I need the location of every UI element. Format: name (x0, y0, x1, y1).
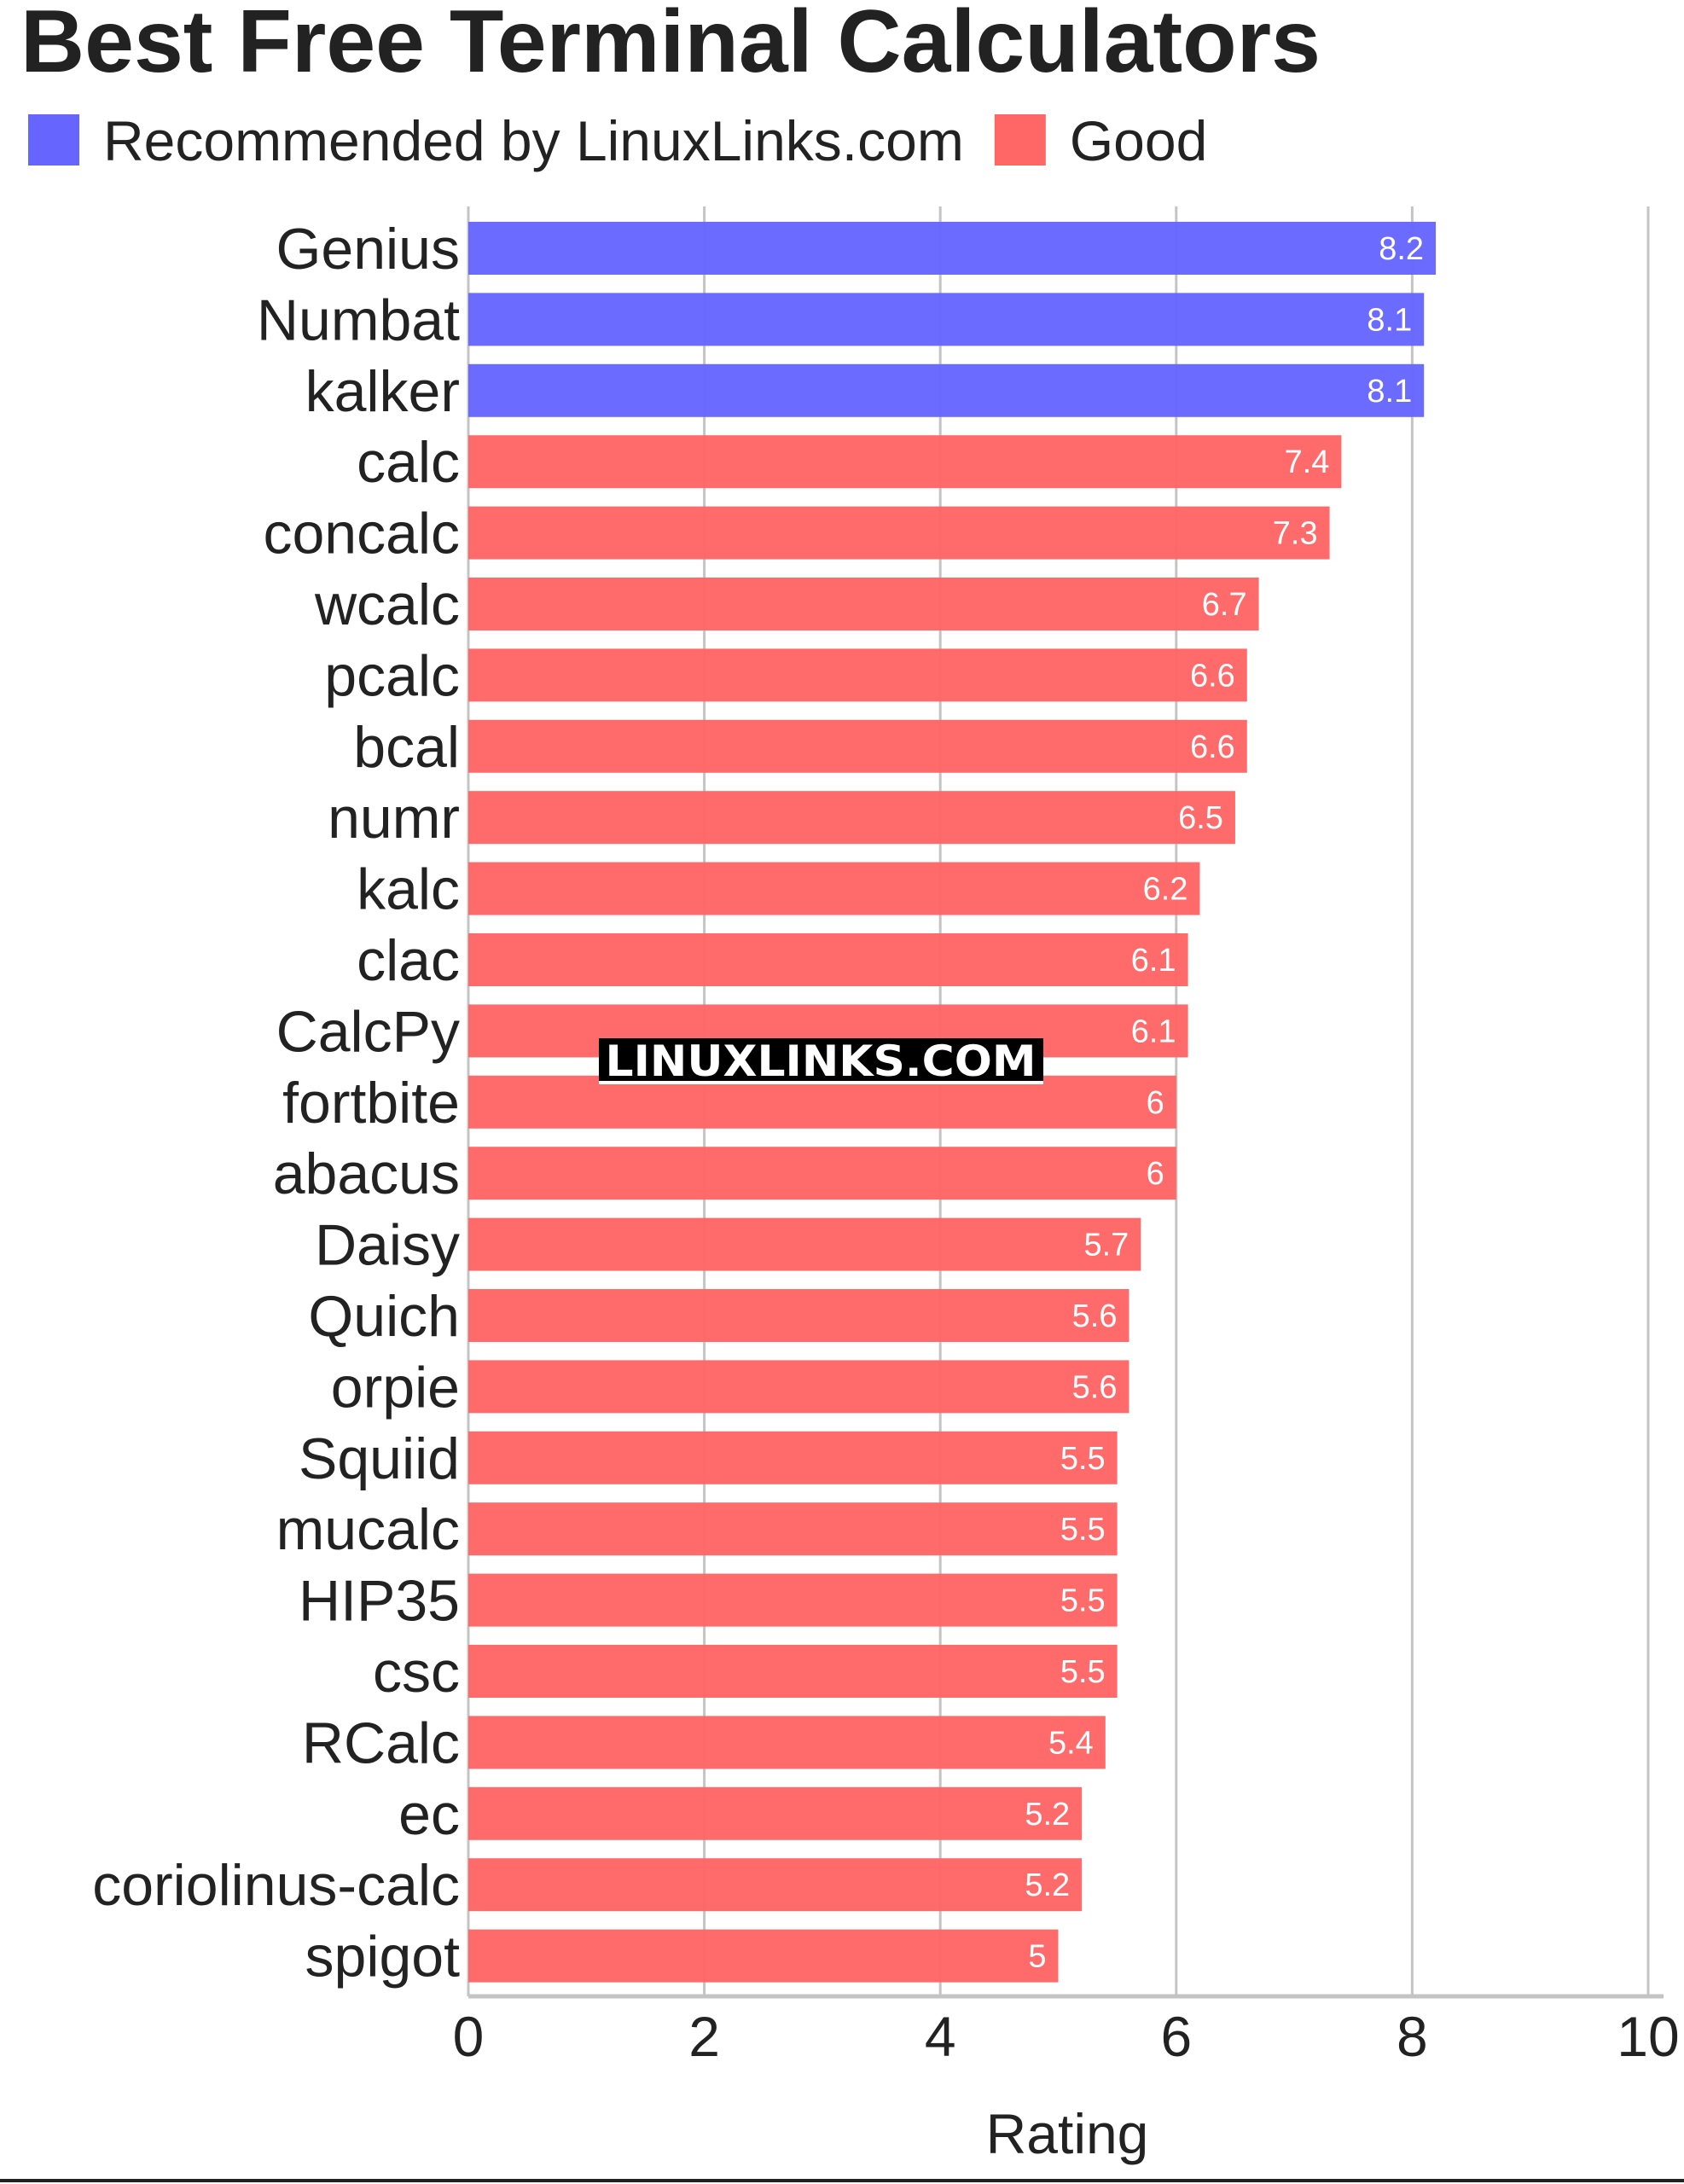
data-label: 5.7 (1083, 1228, 1129, 1263)
category-label: kalc (357, 857, 460, 922)
bar (468, 1858, 1083, 1912)
bar (468, 222, 1437, 275)
bar (468, 578, 1259, 630)
x-tick-label: 10 (1617, 2005, 1679, 2068)
category-label: CalcPy (276, 999, 460, 1064)
data-label: 6.1 (1131, 1014, 1176, 1049)
watermark-underline (599, 1081, 1043, 1084)
data-label: 6.7 (1202, 587, 1247, 623)
bar (468, 1645, 1118, 1698)
data-label: 5.6 (1072, 1369, 1118, 1405)
data-label: 6.2 (1143, 872, 1188, 908)
category-label: RCalc (302, 1711, 460, 1775)
bar (468, 293, 1425, 346)
legend: Recommended by LinuxLinks.com Good (28, 109, 1207, 172)
data-label: 5.5 (1060, 1512, 1106, 1548)
bar (468, 648, 1247, 702)
category-label: concalc (263, 502, 460, 566)
category-label: Quich (308, 1284, 460, 1349)
category-label: kalker (305, 359, 460, 424)
x-tick-label: 0 (453, 2005, 485, 2068)
data-label: 8.2 (1379, 231, 1424, 267)
data-label: 6.1 (1131, 943, 1176, 979)
bar (468, 1075, 1176, 1129)
category-label: coriolinus-calc (92, 1853, 460, 1918)
bar (468, 1502, 1118, 1556)
category-label: ec (398, 1782, 460, 1847)
bar (468, 933, 1188, 986)
bar (468, 791, 1235, 845)
watermark-background (599, 1038, 1043, 1081)
category-label: Genius (276, 217, 460, 282)
bar (468, 435, 1342, 489)
category-label: fortbite (282, 1071, 460, 1136)
data-label: 6.6 (1190, 658, 1235, 694)
category-label: HIP35 (299, 1569, 460, 1634)
data-label: 7.3 (1273, 516, 1318, 552)
category-label: Squiid (299, 1426, 460, 1491)
category-label: mucalc (276, 1497, 460, 1562)
category-label: clac (357, 928, 460, 993)
data-label: 5.5 (1060, 1441, 1106, 1477)
bar (468, 719, 1247, 773)
data-label: 7.4 (1285, 444, 1330, 480)
legend-label: Recommended by LinuxLinks.com (103, 109, 964, 172)
gridlines (467, 206, 1664, 1999)
data-label: 5.4 (1048, 1725, 1094, 1761)
category-label: calc (357, 430, 460, 495)
bar (468, 1786, 1083, 1840)
watermark: LINUXLINKS.COM (599, 1037, 1043, 1086)
x-tick-label: 2 (688, 2005, 720, 2068)
x-axis-title: Rating (986, 2102, 1149, 2165)
bar (468, 862, 1200, 915)
category-label: Numbat (257, 288, 460, 352)
category-label: numr (328, 786, 460, 851)
legend-label: Good (1070, 109, 1207, 172)
watermark-text: LINUXLINKS.COM (606, 1037, 1037, 1086)
data-label: 6.6 (1190, 729, 1235, 765)
data-label: 6 (1147, 1156, 1164, 1192)
bar (468, 1929, 1059, 1983)
bar (468, 1360, 1129, 1414)
chart-title: Best Free Terminal Calculators (20, 0, 1321, 91)
x-tick-labels: 0 2 4 6 8 10 (453, 2005, 1680, 2068)
bar (468, 1217, 1141, 1271)
category-label: bcal (353, 715, 460, 780)
category-label: abacus (273, 1141, 460, 1206)
category-label: wcalc (314, 572, 460, 637)
data-label: 5.2 (1025, 1797, 1070, 1833)
data-label: 6.5 (1178, 800, 1223, 836)
data-label: 8.1 (1367, 374, 1412, 410)
bar (468, 1573, 1118, 1627)
data-label: 5.2 (1025, 1867, 1070, 1903)
bars: 8.2 8.1 8.1 7.4 7.3 6.7 6.6 6.6 6.5 6.2 6.1 6.1 6 6 5.… (468, 222, 1437, 1983)
category-label: Daisy (315, 1213, 460, 1278)
data-label: 5.5 (1060, 1583, 1106, 1619)
bar (468, 363, 1425, 417)
bar (468, 1716, 1106, 1769)
bar (468, 506, 1330, 560)
bar (468, 1289, 1129, 1342)
data-label: 5.5 (1060, 1654, 1106, 1690)
data-label: 6 (1147, 1085, 1164, 1121)
bar (468, 1147, 1176, 1200)
data-label: 8.1 (1367, 302, 1412, 338)
category-label: spigot (305, 1925, 461, 1989)
data-label: 5.6 (1072, 1298, 1118, 1334)
x-tick-label: 8 (1397, 2005, 1428, 2068)
category-label: csc (373, 1640, 460, 1705)
bar (468, 1431, 1118, 1484)
category-label: pcalc (324, 643, 460, 708)
legend-swatch (28, 114, 79, 166)
legend-swatch (994, 114, 1046, 166)
x-tick-label: 4 (925, 2005, 956, 2068)
data-label: 5 (1028, 1939, 1046, 1975)
x-tick-label: 6 (1160, 2005, 1192, 2068)
category-label: orpie (331, 1355, 460, 1420)
